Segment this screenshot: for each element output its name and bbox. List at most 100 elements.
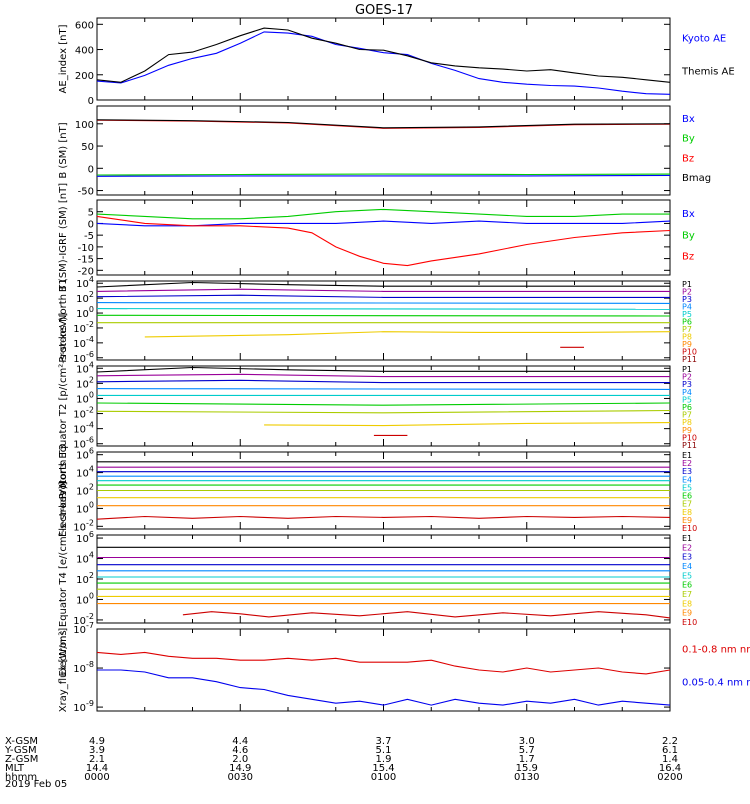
panel-frame bbox=[96, 105, 671, 196]
legend-bz: Bz bbox=[682, 252, 694, 263]
panel-frame bbox=[96, 280, 671, 361]
y-tick-label: 100 bbox=[76, 305, 94, 320]
footer-value: 4.4 bbox=[232, 736, 248, 747]
y-tick-label: 10-6 bbox=[73, 436, 94, 451]
series-p4 bbox=[96, 388, 671, 390]
y-tick-label: 50 bbox=[81, 142, 94, 153]
series-p6 bbox=[96, 402, 671, 406]
legend-e6: E6 bbox=[682, 492, 692, 501]
y-axis-label: Xray_flux [W/m²] bbox=[58, 628, 69, 713]
legend-e1: E1 bbox=[682, 534, 692, 543]
legend-e4: E4 bbox=[682, 475, 692, 484]
footer-value: 4.9 bbox=[89, 736, 105, 747]
footer-row-label: Y-GSM bbox=[4, 745, 37, 756]
series-bx bbox=[96, 174, 671, 177]
panel-frame bbox=[96, 534, 671, 624]
legend-e4: E4 bbox=[682, 562, 692, 571]
footer-value: 1.7 bbox=[519, 754, 535, 765]
panel-8: 10-7 10-8 10-9 Xray_flux [W/m²] 0.1-0.8 nm n… bbox=[58, 621, 750, 714]
series-p1 bbox=[96, 366, 670, 373]
legend-e3: E3 bbox=[682, 553, 692, 562]
y-tick-label: -50 bbox=[78, 187, 94, 198]
y-tick-label: 100 bbox=[76, 591, 94, 606]
footer-date: 2019 Feb 05 bbox=[5, 779, 67, 790]
y-tick-label: 10-4 bbox=[73, 335, 94, 350]
legend-e10: E10 bbox=[682, 524, 697, 533]
y-axis-label: B (SM) [nT] bbox=[58, 122, 69, 178]
legend-e7: E7 bbox=[682, 590, 692, 599]
series-p2 bbox=[96, 373, 670, 378]
legend-e10: E10 bbox=[682, 618, 697, 627]
footer-value: 0200 bbox=[657, 772, 682, 783]
legend-p2: P2 bbox=[682, 373, 692, 382]
legend-e3: E3 bbox=[682, 467, 692, 476]
legend-0-1-0-8-nm: 0.1-0.8 nm nm bbox=[682, 645, 750, 656]
y-tick-label: 400 bbox=[75, 46, 94, 57]
series-bmag bbox=[96, 119, 671, 129]
legend-p11: P11 bbox=[682, 355, 697, 364]
y-axis-label: Electrons North T3 bbox=[58, 444, 69, 537]
panel-6: 106 104 102 100 10-2 Electrons North T3 E1E2E3… bbox=[58, 444, 697, 537]
chart-title: GOES-17 bbox=[355, 3, 413, 18]
y-axis-label: B (SM)-IGRF (SM) [nT] bbox=[58, 183, 69, 292]
footer-value: 1.4 bbox=[662, 754, 678, 765]
legend-e6: E6 bbox=[682, 581, 692, 590]
legend-e8: E8 bbox=[682, 599, 692, 608]
y-tick-label: 600 bbox=[75, 20, 94, 31]
legend-by: By bbox=[682, 230, 695, 241]
y-tick-label: 10-6 bbox=[73, 350, 94, 365]
y-tick-label: 10-4 bbox=[73, 421, 94, 436]
y-tick-label: 10-8 bbox=[73, 660, 94, 675]
footer-value: 3.0 bbox=[519, 736, 535, 747]
y-tick-label: 102 bbox=[76, 375, 94, 390]
footer-value: 0030 bbox=[228, 772, 253, 783]
footer-value: 0130 bbox=[514, 772, 539, 783]
series-p8 bbox=[144, 331, 671, 338]
y-tick-label: 0 bbox=[88, 219, 94, 230]
legend-bz: Bz bbox=[682, 153, 694, 164]
footer-value: 0100 bbox=[371, 772, 396, 783]
footer-row-label: X-GSM bbox=[5, 736, 38, 747]
series-p8 bbox=[264, 422, 671, 427]
footer-value: 15.4 bbox=[372, 763, 394, 774]
series-by bbox=[96, 173, 671, 176]
legend-bx: Bx bbox=[682, 209, 695, 220]
footer-value: 6.1 bbox=[662, 745, 678, 756]
legend-p7: P7 bbox=[682, 325, 692, 334]
legend-p4: P4 bbox=[682, 303, 692, 312]
footer-value: 4.6 bbox=[232, 745, 248, 756]
footer-value: 16.4 bbox=[659, 763, 681, 774]
y-tick-label: 10-2 bbox=[73, 406, 94, 421]
legend-bmag: Bmag bbox=[682, 173, 711, 184]
legend-p2: P2 bbox=[682, 288, 692, 297]
legend-p3: P3 bbox=[682, 295, 692, 304]
series-by bbox=[96, 208, 670, 220]
series-p7 bbox=[96, 409, 671, 414]
footer-value: 5.7 bbox=[519, 745, 535, 756]
footer-row-label: MLT bbox=[5, 763, 25, 774]
y-tick-label: 5 bbox=[88, 208, 94, 219]
footer-value: 15.9 bbox=[516, 763, 538, 774]
series-e10 bbox=[96, 515, 671, 520]
y-axis-label: Electrons Equator T4 [e/(cm²-s-sr-keV)] bbox=[58, 481, 69, 676]
legend-p1: P1 bbox=[682, 365, 692, 374]
legend-e1: E1 bbox=[682, 451, 692, 460]
y-tick-label: 106 bbox=[76, 447, 94, 462]
series-kyoto-ae bbox=[96, 31, 671, 95]
legend-p3: P3 bbox=[682, 380, 692, 389]
y-tick-label: 104 bbox=[76, 465, 94, 480]
legend-themis-ae: Themis AE bbox=[681, 66, 735, 77]
footer-value: 0000 bbox=[84, 772, 109, 783]
footer-value: 5.1 bbox=[376, 745, 392, 756]
legend-e8: E8 bbox=[682, 508, 692, 517]
panel-frame bbox=[96, 17, 671, 101]
y-tick-label: 200 bbox=[75, 71, 94, 82]
series-p3 bbox=[96, 294, 670, 298]
footer-value: 1.9 bbox=[376, 754, 392, 765]
legend-e5: E5 bbox=[682, 483, 692, 492]
legend-0-05-0-4-nm: 0.05-0.4 nm nm bbox=[682, 677, 750, 688]
y-tick-label: -20 bbox=[78, 266, 94, 277]
